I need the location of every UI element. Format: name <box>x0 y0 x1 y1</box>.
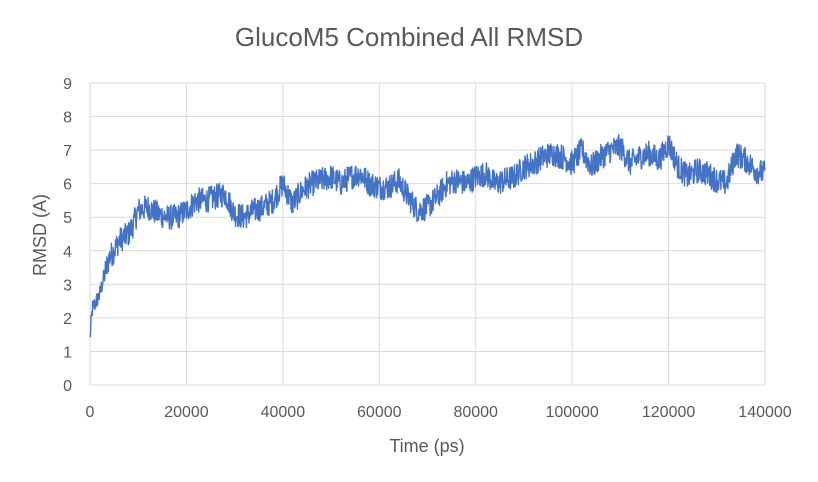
x-tick-label: 120000 <box>642 404 695 421</box>
x-tick-label: 20000 <box>164 404 209 421</box>
y-tick-labels: 0 1 2 3 4 5 6 7 8 9 <box>63 76 72 395</box>
x-axis-title: Time (ps) <box>389 436 464 456</box>
y-tick-label: 7 <box>63 143 72 160</box>
y-tick-label: 5 <box>63 210 72 227</box>
gridlines <box>89 82 766 386</box>
x-tick-label: 60000 <box>357 404 402 421</box>
x-tick-label: 40000 <box>261 404 306 421</box>
x-tick-label: 100000 <box>545 404 598 421</box>
y-tick-label: 3 <box>63 277 72 294</box>
y-tick-label: 8 <box>63 110 72 127</box>
x-tick-labels: 0 20000 40000 60000 80000 100000 120000 140000 <box>86 404 792 421</box>
y-tick-label: 9 <box>63 76 72 93</box>
chart-title: GlucoM5 Combined All RMSD <box>235 22 583 52</box>
y-tick-label: 1 <box>63 344 72 361</box>
y-tick-label: 6 <box>63 177 72 194</box>
y-axis-title: RMSD (A) <box>30 194 50 276</box>
x-tick-label: 140000 <box>738 404 791 421</box>
y-tick-label: 0 <box>63 378 72 395</box>
y-tick-label: 4 <box>63 244 72 261</box>
x-tick-label: 0 <box>86 404 95 421</box>
y-tick-label: 2 <box>63 311 72 328</box>
x-tick-label: 80000 <box>453 404 498 421</box>
rmsd-series-line <box>89 134 766 338</box>
